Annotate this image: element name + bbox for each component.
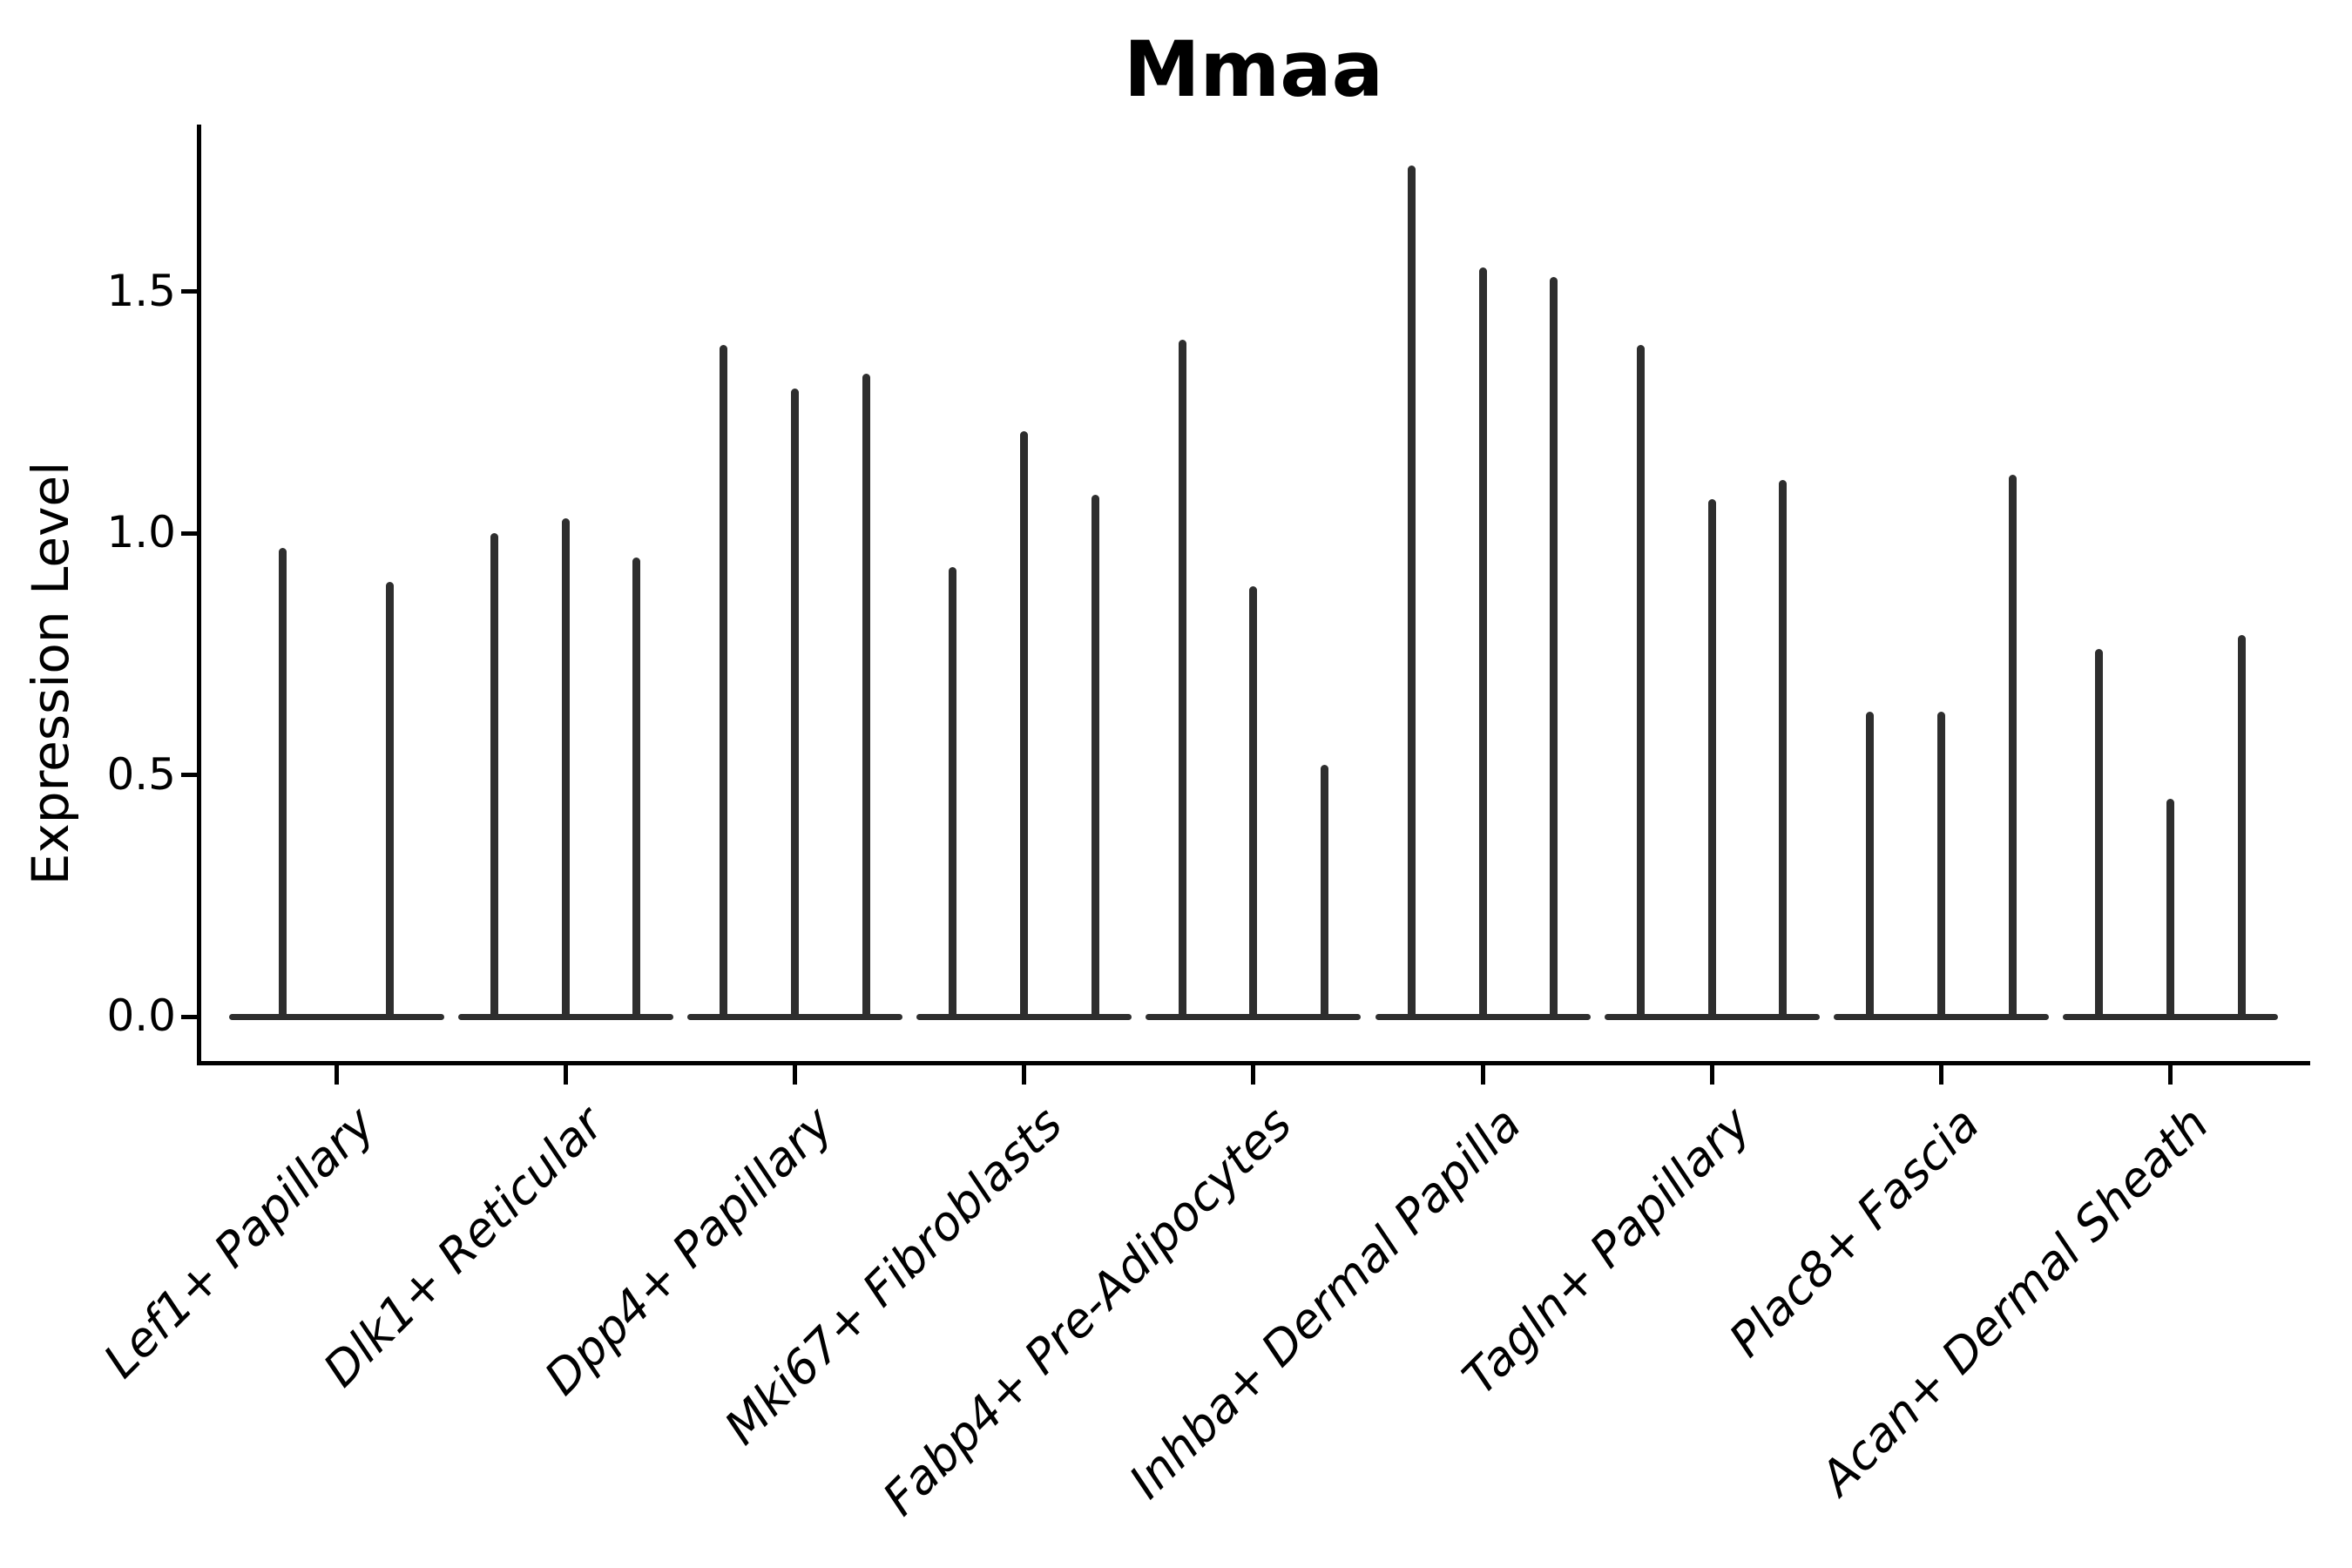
violin-spike xyxy=(2008,475,2017,1020)
violin-spike xyxy=(1178,340,1186,1020)
y-tick-label: 0.5 xyxy=(106,748,176,800)
violin-spike xyxy=(561,518,570,1020)
x-tick-mark xyxy=(1938,1065,1943,1085)
violin-spike xyxy=(1866,712,1875,1020)
violin-spike xyxy=(862,373,870,1020)
violin-spike xyxy=(1707,499,1716,1020)
x-tick-label: Inhba+ Dermal Papilla xyxy=(1119,1096,1532,1510)
y-tick-mark xyxy=(181,289,197,294)
violin-spike xyxy=(1550,276,1558,1020)
x-tick-mark xyxy=(563,1065,568,1085)
violin-spike xyxy=(279,547,287,1020)
y-tick-label: 1.5 xyxy=(106,265,176,316)
violin-spike xyxy=(1020,431,1029,1020)
x-tick-mark xyxy=(1709,1065,1714,1085)
x-tick-mark xyxy=(334,1065,339,1085)
y-tick-label: 0.0 xyxy=(106,990,176,1041)
violin-spike xyxy=(1779,479,1788,1020)
y-tick-mark xyxy=(181,773,197,777)
violin-spike xyxy=(632,557,641,1020)
x-tick-mark xyxy=(792,1065,797,1085)
x-tick-mark xyxy=(2168,1065,2173,1085)
x-tick-mark xyxy=(1022,1065,1027,1085)
y-tick-label: 1.0 xyxy=(106,507,176,558)
violin-spike xyxy=(1936,712,1945,1020)
x-tick-label: Plac8+ Fascia xyxy=(1719,1096,1990,1368)
violin-spike xyxy=(949,566,957,1020)
violin-spike xyxy=(1249,586,1258,1020)
y-tick-mark xyxy=(181,531,197,536)
violin-spike xyxy=(720,344,728,1020)
violin-spike xyxy=(385,581,394,1020)
violin-spike xyxy=(2166,799,2175,1020)
x-tick-mark xyxy=(1480,1065,1485,1085)
violin-base xyxy=(228,1013,444,1020)
violin-spike xyxy=(2237,634,2246,1020)
x-tick-mark xyxy=(1251,1065,1256,1085)
violin-spike xyxy=(790,388,799,1020)
violin-spike xyxy=(490,533,499,1020)
violin-spike xyxy=(2095,649,2104,1020)
x-axis-spine xyxy=(197,1061,2310,1065)
violin-spike xyxy=(1637,344,1646,1020)
violin-spike xyxy=(1091,494,1099,1020)
chart-title: Mmaa xyxy=(1123,24,1384,114)
y-axis-label: Expression Level xyxy=(21,461,80,886)
y-axis-spine xyxy=(197,125,201,1065)
x-tick-label: Fabp4+ Pre-Adipocytes xyxy=(872,1096,1302,1526)
violin-spike xyxy=(1478,267,1487,1020)
violin-spike xyxy=(1320,765,1328,1020)
x-tick-label: Acan+ Dermal Sheath xyxy=(1809,1096,2220,1506)
violin-spike xyxy=(1407,166,1416,1020)
y-tick-mark xyxy=(181,1014,197,1019)
